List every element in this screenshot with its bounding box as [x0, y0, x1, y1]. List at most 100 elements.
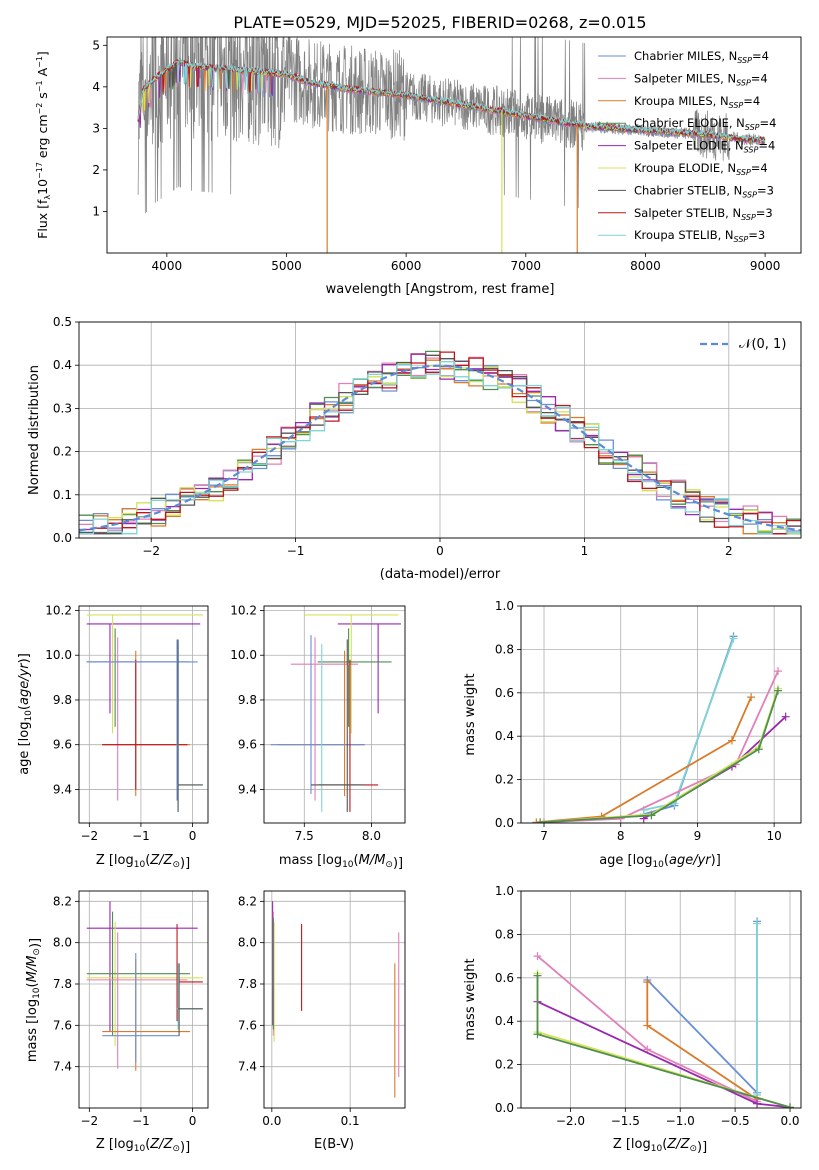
- y-tick-label: 0.5: [53, 315, 72, 329]
- weight-point-marker: [643, 978, 652, 987]
- weight-point-marker: [773, 686, 782, 695]
- axis-label: mass [log10(M/M⊙)]: [279, 853, 403, 871]
- plot-area-weight_vs_age: [532, 632, 790, 823]
- x-tick-label: 6000: [391, 259, 422, 273]
- x-tick-label: −1: [287, 544, 305, 558]
- weight-point-marker: [786, 1103, 795, 1108]
- x-tick-label: 0.1: [341, 1114, 360, 1128]
- y-tick-label: 0.2: [53, 445, 72, 459]
- legend-label: Kroupa ELODIE, NSSP=4: [634, 161, 768, 177]
- y-tick-label: 0.8: [495, 642, 514, 656]
- spectrum-model-line: [137, 58, 766, 143]
- weight-point-marker: [533, 952, 542, 961]
- x-tick-label: 8.0: [362, 829, 381, 843]
- axis-label: (data-model)/error: [380, 567, 501, 582]
- x-tick-label: −0.5: [721, 1114, 750, 1128]
- axes-frame: [78, 890, 209, 1109]
- x-tick-label: 7: [540, 829, 548, 843]
- weight-point-marker: [754, 745, 763, 754]
- x-tick-label: 9000: [750, 259, 781, 273]
- axis-label: E(B-V): [314, 1137, 354, 1152]
- y-tick-label: 0.0: [495, 816, 514, 830]
- weight-series-line: [536, 696, 752, 823]
- weight-point-marker: [773, 667, 782, 676]
- axis-label: mass [log10(M/M⊙)]: [25, 938, 43, 1062]
- weight-series-line: [540, 690, 779, 823]
- y-tick-label: 0.4: [495, 729, 514, 743]
- legend-label: Salpeter ELODIE, NSSP=4: [634, 139, 775, 155]
- y-tick-label: 0.4: [495, 1014, 514, 1028]
- x-tick-label: −2.0: [556, 1114, 585, 1128]
- x-tick-label: −1.0: [666, 1114, 695, 1128]
- y-tick-label: 7.8: [53, 977, 72, 991]
- panel-weight_vs_Z: −2.0 −1.5 −1.0 −0.5 0.0 0.0 0.2 0.4 0.6 0.8 1.0 mas…: [463, 884, 802, 1155]
- panel-age_vs_mass: 7.5 8.0 9.4 9.6 9.8 10.0 10.2 mass [log10(M/M⊙)…: [230, 603, 406, 871]
- y-tick-label: 0.4: [53, 358, 72, 372]
- y-tick-label: 2: [92, 163, 100, 177]
- x-tick-label: 8000: [630, 259, 661, 273]
- plot-area-spectrum: [137, 37, 766, 253]
- plot-area-residuals: [79, 350, 801, 535]
- axis-label: Z [log10(Z/Z⊙)]: [96, 853, 190, 871]
- y-tick-label: 4: [92, 80, 100, 94]
- axis-label: wavelength [Angstrom, rest frame]: [326, 282, 555, 297]
- weight-point-marker: [753, 1099, 762, 1108]
- weight-point-marker: [753, 919, 762, 928]
- weight-point-marker: [747, 693, 756, 702]
- axes-frame: [106, 36, 802, 254]
- x-tick-label: −1: [132, 1114, 150, 1128]
- histogram-step-line: [79, 361, 801, 535]
- axes-frame: [263, 605, 406, 824]
- panel-spectrum: 4000 5000 6000 7000 8000 9000 1 2 3 4 5 Chabrier MI…: [35, 36, 802, 297]
- axis-label: age [log10(age/yr)]: [599, 853, 721, 870]
- gaussian-curve: [79, 364, 801, 532]
- axis-label: Z [log10(Z/Z⊙)]: [613, 1137, 707, 1155]
- x-tick-label: 5000: [271, 259, 302, 273]
- x-tick-label: −1.5: [611, 1114, 640, 1128]
- y-tick-label: 9.6: [53, 738, 72, 752]
- y-tick-label: 10.2: [230, 603, 257, 617]
- x-tick-label: 0: [436, 544, 444, 558]
- x-tick-label: 0: [189, 829, 197, 843]
- y-tick-label: 0.2: [495, 773, 514, 787]
- axes-frame: [263, 890, 406, 1109]
- x-tick-label: −1: [132, 829, 150, 843]
- y-tick-label: 0.8: [495, 927, 514, 941]
- y-tick-label: 7.4: [53, 1060, 72, 1074]
- y-tick-label: 10.0: [45, 648, 72, 662]
- axis-label: Z [log10(Z/Z⊙)]: [96, 1137, 190, 1155]
- panel-age_vs_Z: −2 −1 0 9.4 9.6 9.8 10.0 10.2 Z [log10(Z/Z⊙)] age…: [17, 603, 209, 871]
- x-tick-label: 9: [694, 829, 702, 843]
- legend-label: Salpeter STELIB, NSSP=3: [634, 206, 773, 222]
- x-tick-label: 0: [189, 1114, 197, 1128]
- y-tick-label: 1.0: [495, 599, 514, 613]
- y-tick-label: 7.8: [238, 977, 257, 991]
- x-tick-label: 7000: [511, 259, 542, 273]
- axes-frame: [520, 605, 802, 824]
- axis-label: mass weight: [463, 958, 478, 1040]
- y-tick-label: 8.2: [238, 894, 257, 908]
- axis-label: age [log10(age/yr)]: [17, 653, 34, 775]
- y-tick-label: 9.4: [53, 782, 72, 796]
- x-tick-label: 7.5: [295, 829, 314, 843]
- y-tick-label: 9.8: [238, 693, 257, 707]
- x-tick-label: 8: [617, 829, 625, 843]
- weight-point-marker: [781, 712, 790, 721]
- legend-label: Chabrier MILES, NSSP=4: [634, 49, 769, 65]
- panel-residuals: −2 −1 0 1 2 0.0 0.1 0.2 0.3 0.4 0.5 𝒩(0, 1) (data-mo…: [27, 315, 802, 582]
- x-tick-label: −2: [142, 544, 160, 558]
- y-tick-label: 0.0: [53, 531, 72, 545]
- x-tick-label: 0.0: [262, 1114, 281, 1128]
- y-tick-label: 0.0: [495, 1101, 514, 1115]
- y-tick-label: 7.6: [53, 1018, 72, 1032]
- legend-label: Chabrier STELIB, NSSP=3: [634, 183, 774, 199]
- y-tick-label: 9.4: [238, 782, 257, 796]
- spectrum-model-line: [137, 59, 766, 145]
- y-tick-label: 0.2: [495, 1058, 514, 1072]
- y-tick-label: 1: [92, 204, 100, 218]
- weight-point-marker: [727, 736, 736, 745]
- panel-weight_vs_age: 7 8 9 10 0.0 0.2 0.4 0.6 0.8 1.0 mass weight age [l…: [463, 599, 802, 870]
- weight-point-marker: [536, 818, 545, 823]
- weight-series-line: [543, 670, 779, 823]
- figure-title: PLATE=0529, MJD=52025, FIBERID=0268, z=0…: [233, 13, 646, 32]
